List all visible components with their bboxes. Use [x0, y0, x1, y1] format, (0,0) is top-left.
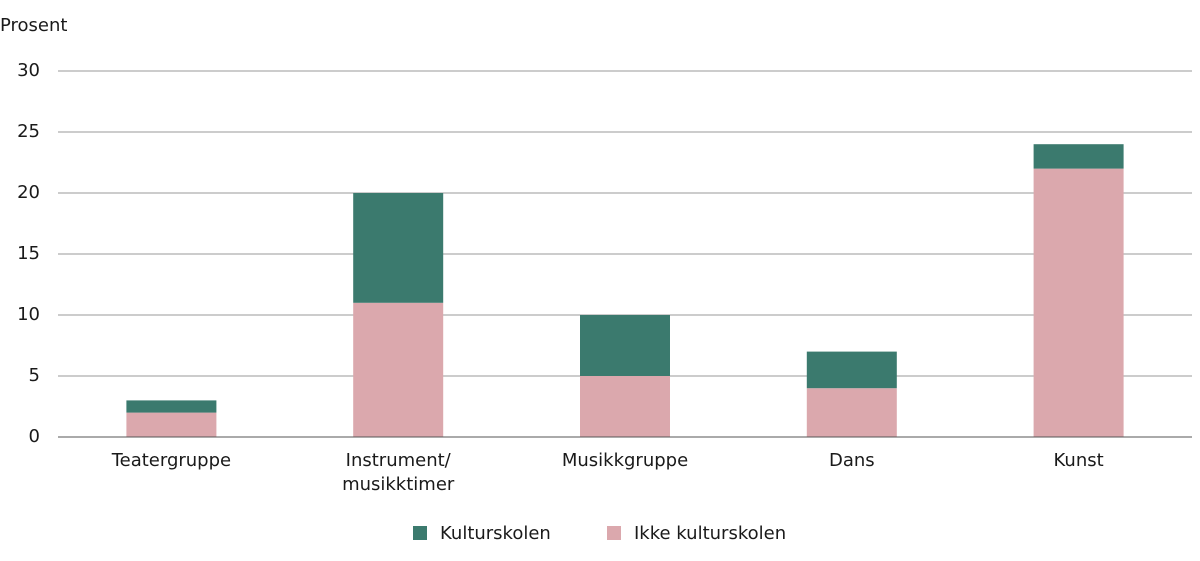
x-tick-label: Musikkgruppe [562, 450, 688, 471]
legend-label: Ikke kulturskolen [634, 523, 786, 544]
bar-segment [353, 302, 444, 437]
y-tick-label: 20 [17, 182, 40, 203]
y-tick-label: 25 [17, 121, 40, 142]
legend-label: Kulturskolen [440, 523, 551, 544]
y-axis-label: Prosent [0, 15, 67, 36]
bar-segment [806, 388, 897, 437]
y-tick-label: 5 [29, 365, 40, 386]
bar-segment [1033, 168, 1124, 437]
bar-segment [353, 193, 444, 303]
bar-segment [580, 315, 670, 376]
bar-segment [126, 412, 217, 437]
bar-segment [126, 400, 217, 413]
x-tick-label: Dans [829, 450, 875, 471]
legend-swatch [607, 526, 621, 540]
bar-segment [1033, 144, 1124, 169]
x-tick-label: Teatergruppe [111, 450, 231, 471]
x-tick-label: Kunst [1054, 450, 1104, 471]
bar-segment [580, 376, 670, 437]
x-tick-label: Instrument/musikktimer [342, 450, 455, 495]
y-tick-label: 30 [17, 60, 40, 81]
y-tick-label: 10 [17, 304, 40, 325]
legend-swatch [413, 526, 427, 540]
y-tick-label: 15 [17, 243, 40, 264]
y-tick-label: 0 [29, 426, 40, 447]
bar-segment [806, 351, 897, 389]
